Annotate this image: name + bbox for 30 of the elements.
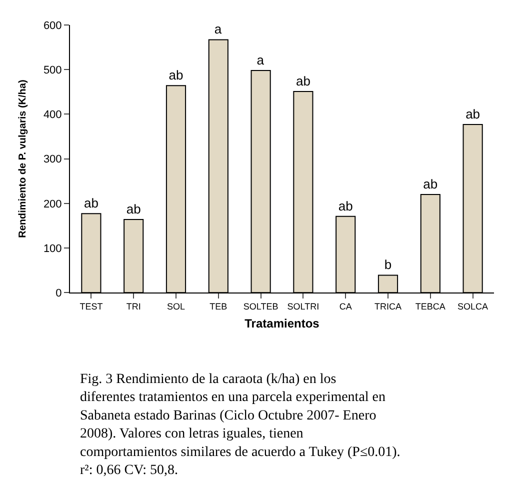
x-tick-label: TRICA [374, 301, 402, 312]
y-tick-label: 0 [56, 287, 62, 300]
y-axis-title: Rendimiento de P. vulgaris (K/ha) [17, 80, 28, 238]
x-tick-label: SOLTRI [287, 301, 320, 312]
data-label: a [214, 22, 222, 37]
x-tick-label: TRI [126, 301, 141, 312]
x-tick-label: TEBCA [415, 301, 446, 312]
y-tick-label: 200 [43, 198, 62, 210]
data-label: ab [126, 201, 141, 216]
x-tick-label: SOL [166, 301, 186, 312]
y-tick-label: 100 [43, 242, 62, 255]
x-axis-title: Tratamientos [244, 316, 320, 330]
data-label: ab [423, 176, 438, 192]
data-label: ab [466, 106, 480, 122]
data-label: ab [296, 73, 310, 88]
x-tick-label: SOLCA [458, 301, 488, 312]
x-tick-label: CA [339, 301, 352, 312]
data-label: ab [338, 198, 353, 214]
y-tick-label: 500 [43, 64, 62, 76]
data-label: a [256, 52, 265, 68]
x-tick-label: TEB [210, 301, 228, 312]
data-label: ab [84, 196, 98, 211]
data-label: b [384, 257, 392, 272]
y-tick-label: 400 [43, 109, 62, 122]
x-tick-label: TEST [80, 301, 104, 312]
caption: Fig. 3 Rendimiento de la caraota (k/ha) en los diferentes tratamientos en una parcela experimental en Sabaneta estado Barinas (Ciclo Octubre 2007- Enero 2008). Valores con letras iguales, tienen comportamientos similares de acuerdo a Tukey (P≤0.01). r²: 0,66 CV: 50,8. [80, 372, 400, 478]
data-label: ab [168, 68, 184, 83]
y-tick-label: 600 [43, 20, 62, 32]
y-tick-label: 300 [43, 154, 62, 166]
x-tick-label: SOLTEB [243, 301, 278, 312]
